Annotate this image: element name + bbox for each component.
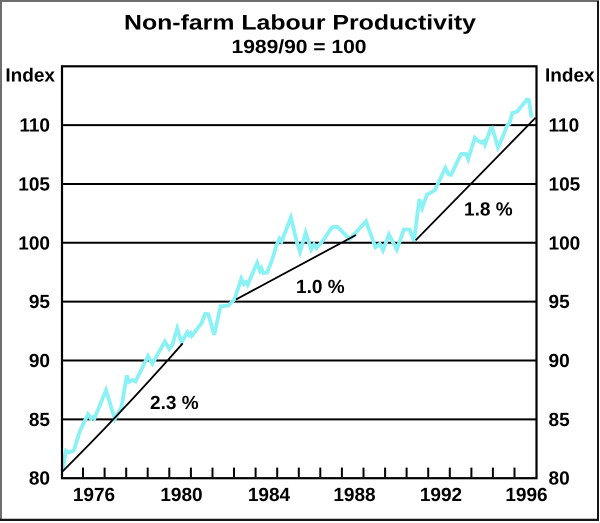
svg-text:90: 90 — [29, 351, 50, 372]
svg-text:100: 100 — [18, 233, 50, 254]
svg-text:1.8 %: 1.8 % — [464, 200, 513, 221]
svg-text:1989/90 = 100: 1989/90 = 100 — [232, 37, 367, 58]
svg-text:95: 95 — [549, 292, 571, 313]
svg-text:110: 110 — [549, 116, 580, 137]
svg-text:110: 110 — [19, 116, 50, 137]
svg-text:1976: 1976 — [73, 485, 115, 506]
svg-text:1.0 %: 1.0 % — [296, 277, 345, 298]
svg-text:1980: 1980 — [160, 485, 202, 506]
svg-text:80: 80 — [29, 469, 50, 490]
svg-text:Index: Index — [5, 66, 55, 87]
svg-text:1988: 1988 — [333, 485, 375, 506]
svg-text:85: 85 — [29, 410, 51, 431]
svg-text:95: 95 — [29, 292, 51, 313]
svg-text:1984: 1984 — [248, 485, 291, 506]
svg-text:105: 105 — [549, 175, 581, 196]
svg-text:Index: Index — [545, 66, 595, 87]
svg-text:105: 105 — [18, 175, 50, 196]
svg-text:85: 85 — [549, 410, 571, 431]
svg-text:Non-farm Labour Productivity: Non-farm Labour Productivity — [124, 12, 476, 35]
svg-text:2.3 %: 2.3 % — [150, 393, 199, 414]
svg-text:100: 100 — [549, 233, 581, 254]
svg-text:80: 80 — [549, 469, 570, 490]
svg-text:1996: 1996 — [505, 485, 547, 506]
svg-text:90: 90 — [549, 351, 570, 372]
svg-text:1992: 1992 — [420, 485, 462, 506]
